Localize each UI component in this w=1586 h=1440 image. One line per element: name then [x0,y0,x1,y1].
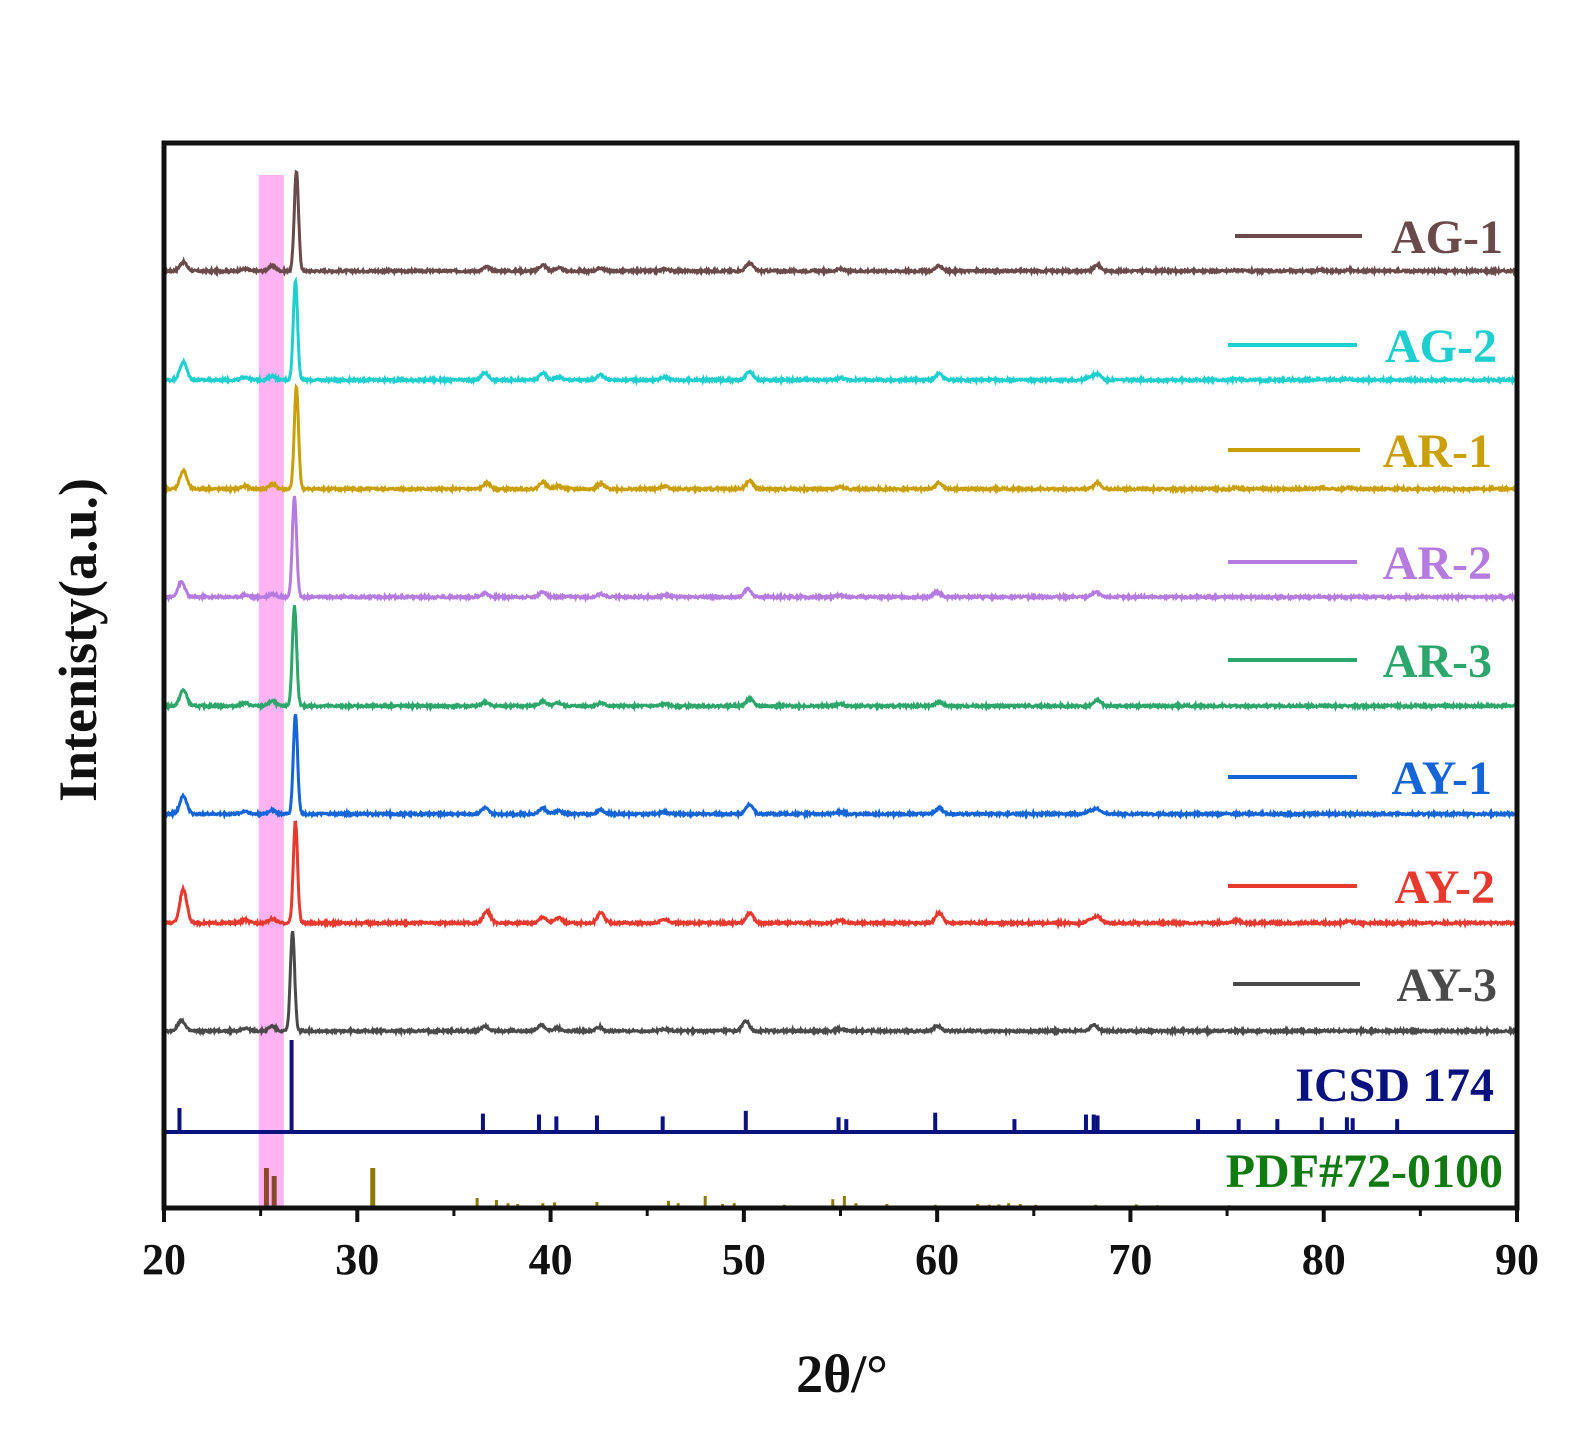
series-line-ay-2 [162,820,1519,930]
reference-patterns-layer: ICSD 174 PDF#72-0100 [164,1040,1517,1208]
icsd-174-label: ICSD 174 [1295,1059,1494,1112]
legend-label-ar-3: AR-3 [1383,635,1492,688]
x-axis-title: 2θ/° [796,1344,888,1404]
legend-label-ag-1: AG-1 [1391,211,1503,264]
x-tick-label-80: 80 [1302,1235,1346,1284]
patterns-layer [162,169,1519,1038]
highlight-layer [258,175,284,1208]
frame-layer [161,140,1520,1211]
series-line-ag-2 [162,276,1518,387]
x-tick-label-20: 20 [142,1235,186,1284]
y-axis-title: Intenisty(a.u.) [48,478,108,802]
x-tick-label-50: 50 [722,1235,766,1284]
legend-layer: AG-1 AG-2 AR-1 AR-2 AR-3 AY-1 AY-2 AY-3 [1228,211,1503,1012]
x-tick-label-70: 70 [1108,1235,1152,1284]
pdf-72-0100-label: PDF#72-0100 [1226,1145,1503,1198]
x-tick-label-90: 90 [1495,1235,1539,1284]
x-tick-label-30: 30 [335,1235,379,1284]
x-tick-label-40: 40 [529,1235,573,1284]
highlight-band [258,175,284,1208]
plot-frame [161,140,1520,1211]
series-line-ag-1 [163,169,1518,278]
series-line-ay-1 [163,713,1518,821]
series-line-ay-3 [162,930,1519,1038]
series-line-ar-3 [162,605,1518,713]
legend-label-ag-2: AG-2 [1385,320,1497,373]
legend-label-ay-2: AY-2 [1395,861,1496,914]
legend-label-ay-3: AY-3 [1397,959,1498,1012]
legend-label-ay-1: AY-1 [1392,752,1493,805]
series-line-ar-2 [162,495,1518,604]
ticks-layer: 20 30 40 50 60 70 80 90 [142,1208,1539,1284]
series-line-ar-1 [163,383,1519,496]
legend-label-ar-2: AR-2 [1383,537,1492,590]
legend-label-ar-1: AR-1 [1383,425,1492,478]
x-tick-label-60: 60 [915,1235,959,1284]
